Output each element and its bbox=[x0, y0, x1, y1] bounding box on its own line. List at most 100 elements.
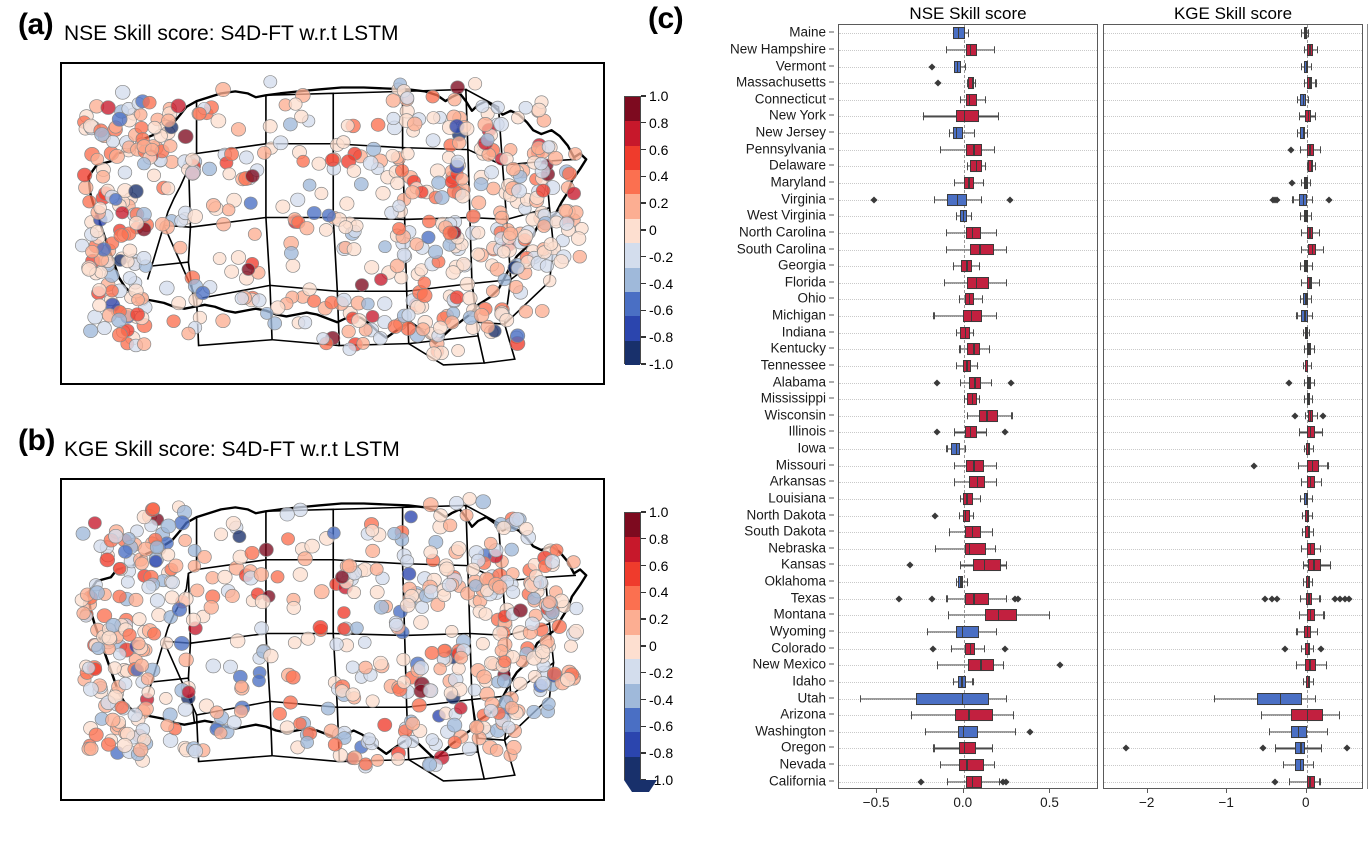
whisker bbox=[1312, 82, 1316, 84]
median-line bbox=[1309, 143, 1311, 156]
colorbar-segment bbox=[625, 316, 640, 341]
gridline bbox=[1104, 382, 1362, 384]
whisker-cap bbox=[1314, 112, 1316, 121]
whisker-cap bbox=[1013, 711, 1015, 719]
whisker-cap bbox=[1298, 428, 1300, 437]
whisker-cap bbox=[1301, 528, 1304, 536]
whisker-cap bbox=[1313, 345, 1315, 353]
whisker-cap bbox=[1306, 129, 1308, 137]
colorbar-segment bbox=[625, 537, 640, 562]
median-line bbox=[969, 43, 972, 56]
state-label: Kentucky bbox=[770, 340, 826, 356]
state-label: Maine bbox=[789, 24, 826, 40]
gridline bbox=[1104, 399, 1362, 401]
whisker bbox=[954, 182, 964, 184]
state-label: Maryland bbox=[770, 174, 826, 190]
box bbox=[955, 709, 994, 722]
whisker-cap bbox=[1302, 678, 1304, 686]
whisker bbox=[974, 182, 983, 184]
whisker-cap bbox=[939, 146, 941, 154]
whisker bbox=[1302, 332, 1306, 334]
whisker bbox=[1312, 282, 1319, 284]
whisker bbox=[960, 498, 963, 500]
whisker-cap bbox=[954, 461, 956, 470]
whisker-cap bbox=[1296, 628, 1298, 636]
whisker-cap bbox=[1297, 96, 1299, 104]
whisker-cap bbox=[1303, 378, 1305, 387]
zero-reference-line bbox=[1306, 25, 1308, 788]
box bbox=[964, 642, 976, 655]
whisker-cap bbox=[945, 46, 947, 54]
gridline bbox=[1104, 565, 1362, 567]
outlier-marker bbox=[870, 196, 878, 204]
whisker bbox=[954, 431, 965, 433]
whisker-cap bbox=[933, 312, 935, 320]
whisker bbox=[1318, 465, 1328, 467]
x-axis-tick-label: −0.5 bbox=[862, 795, 890, 810]
median-line bbox=[1311, 459, 1313, 472]
whisker bbox=[1296, 315, 1302, 317]
box bbox=[966, 775, 982, 788]
whisker bbox=[1313, 49, 1318, 51]
whisker-cap bbox=[1298, 461, 1300, 470]
whisker bbox=[1310, 631, 1318, 633]
whisker-cap bbox=[1310, 295, 1312, 304]
gridline bbox=[1104, 432, 1362, 434]
outlier-marker bbox=[928, 595, 936, 603]
whisker-cap bbox=[1306, 162, 1308, 171]
whisker-cap bbox=[1304, 395, 1306, 403]
state-label: Nevada bbox=[779, 756, 826, 772]
whisker bbox=[933, 747, 959, 749]
whisker-cap bbox=[1313, 528, 1315, 536]
whisker bbox=[979, 115, 998, 117]
whisker bbox=[982, 165, 985, 167]
y-axis-tick bbox=[829, 547, 834, 549]
y-axis-tick bbox=[829, 464, 834, 466]
gridline bbox=[1104, 332, 1362, 334]
whisker-cap bbox=[956, 212, 958, 220]
colorbar-tick-label: -0.2 bbox=[649, 248, 674, 265]
whisker-cap bbox=[960, 561, 962, 570]
gridline bbox=[1104, 49, 1362, 51]
gridline bbox=[1104, 498, 1362, 500]
outlier-marker bbox=[934, 79, 942, 87]
whisker bbox=[1295, 664, 1306, 666]
whisker-cap bbox=[935, 545, 937, 553]
whisker bbox=[956, 365, 963, 367]
whisker bbox=[960, 564, 974, 567]
whisker bbox=[1301, 648, 1306, 650]
state-label: California bbox=[768, 773, 826, 789]
gridline bbox=[1104, 33, 1362, 35]
median-line bbox=[1309, 775, 1311, 788]
whisker-cap bbox=[933, 744, 935, 753]
median-line bbox=[1302, 127, 1305, 140]
x-axis-tick bbox=[1049, 789, 1051, 793]
whisker-cap bbox=[946, 445, 948, 453]
colorbar-tick-mark bbox=[641, 175, 646, 178]
whisker bbox=[924, 731, 958, 733]
box bbox=[1305, 659, 1317, 672]
box bbox=[957, 725, 978, 738]
whisker bbox=[954, 481, 969, 483]
colorbar-tick-mark bbox=[641, 95, 646, 97]
median-line bbox=[963, 110, 966, 123]
whisker-cap bbox=[984, 162, 986, 171]
outlier-marker bbox=[1000, 428, 1009, 436]
colorbar-tick-mark bbox=[641, 363, 646, 365]
state-label: Florida bbox=[784, 274, 826, 290]
whisker-cap bbox=[1321, 428, 1323, 437]
y-axis-tick bbox=[829, 630, 834, 632]
colorbar-tick-label: 0.8 bbox=[649, 530, 669, 547]
colorbar-tick-label: 1.0 bbox=[649, 504, 669, 520]
colorbar-tick-mark bbox=[641, 309, 646, 312]
state-label: Delaware bbox=[768, 157, 826, 173]
colorbar-tick: 0.2 bbox=[641, 612, 668, 626]
whisker-cap bbox=[956, 328, 958, 337]
y-axis-tick bbox=[829, 746, 834, 748]
whisker bbox=[982, 315, 996, 317]
median-line bbox=[1305, 492, 1308, 505]
x-axis-tick bbox=[1146, 789, 1148, 793]
whisker-cap bbox=[950, 644, 952, 653]
y-axis-tick bbox=[829, 31, 834, 33]
whisker bbox=[1268, 731, 1291, 733]
